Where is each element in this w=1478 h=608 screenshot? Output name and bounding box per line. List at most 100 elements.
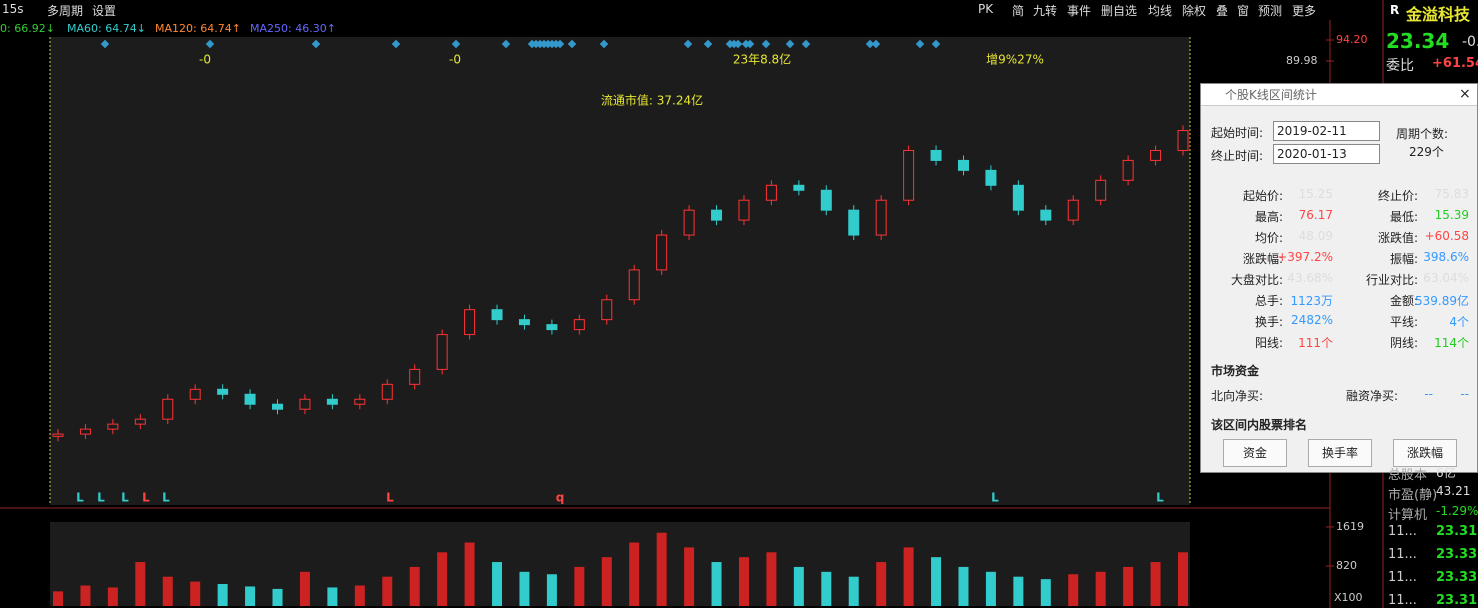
candle [1012,184,1024,211]
volume-bar [217,584,228,606]
candle [848,209,860,236]
change: -0. [1462,34,1478,50]
candle [79,428,91,435]
stat-value: 2482% [1291,313,1333,327]
stat-value: 15.25 [1298,187,1333,201]
stat-label: 阴线: [1389,336,1418,350]
volume-bar [107,587,118,606]
stat-value: 15.39 [1434,208,1469,222]
stat-value: 75.83 [1434,187,1469,201]
tool-button[interactable]: 叠 [1216,4,1229,18]
volume-bar [327,587,338,606]
volume-bar [80,585,91,606]
close-button[interactable]: × [1459,86,1471,102]
volume-bar [931,557,942,606]
y-tick-label: 94.20 [1336,33,1368,46]
volume-bar [958,566,969,606]
annotation: 23年8.8亿 [733,52,791,67]
tool-button[interactable]: 简 [1012,4,1025,18]
candle [601,299,613,321]
candle [711,209,723,221]
candle [491,309,503,321]
stat-label: 最高: [1254,210,1283,224]
candle [875,199,887,236]
ma-label: MA60: 64.74↓ [67,22,146,35]
candle [354,398,366,405]
rank-button[interactable]: 资金 [1223,439,1287,467]
signal-marker: L [97,491,105,505]
north-label: 北向净买: [1211,389,1264,403]
volume-bar [135,562,146,606]
stat-label: 起始价: [1242,189,1283,203]
end-date[interactable]: 2020-01-13 [1273,144,1380,164]
candle [272,403,284,410]
volume-bar [629,542,640,606]
tool-button[interactable]: 九转 [1033,4,1058,18]
event-icon [100,39,110,49]
stat-value: 43.68% [1287,271,1333,285]
volume-bar [821,571,832,606]
rank-button[interactable]: 涨跌幅 [1393,439,1457,467]
tick-price: 23.33 [1436,570,1478,585]
stat-label: 平线: [1389,315,1418,329]
candle [244,393,256,405]
tool-button[interactable]: 更多 [1292,4,1317,18]
tab[interactable]: 设置 [92,4,117,18]
stat-label: 大盘对比: [1230,273,1283,287]
stats-dialog: 个股K线区间统计 × 起始时间: 2019-02-11 终止时间: 2020-01-13 周… [1200,83,1478,473]
candle [107,423,119,430]
candle [683,209,695,236]
stock-name: 金溢科技 [1406,5,1471,24]
tool-button[interactable]: 删自选 [1101,4,1138,18]
tool-button[interactable]: 窗 [1237,4,1250,18]
volume-bar [272,588,283,606]
section-title: 该区间内股票排名 [1211,418,1308,432]
stat-label: 均价: [1254,231,1283,245]
count-value: 229个 [1409,145,1444,159]
margin-value: -- [1460,387,1469,401]
volume-bar [574,566,585,606]
volume-bar [766,552,777,606]
candle [162,398,174,420]
rank-button[interactable]: 换手率 [1308,439,1372,467]
volume-bar [409,566,420,606]
tool-button[interactable]: 除权 [1182,4,1207,18]
tick-price: 23.31 [1436,524,1478,539]
quote-value: 6亿 [1436,466,1456,480]
tick-price: 23.33 [1436,547,1478,562]
quote-value: -1.29% [1436,504,1478,518]
event-icon [451,39,461,49]
quote-label: 计算机 [1388,508,1428,523]
tick-time: 11... [1388,593,1417,608]
annotation: -0 [199,53,211,67]
candle [985,169,997,186]
volume-bar [656,532,667,606]
stat-label: 阳线: [1254,336,1283,350]
candle [134,418,146,425]
candle [1040,209,1052,221]
tool-button[interactable]: 事件 [1067,4,1092,18]
vol-tick-label: 1619 [1336,520,1364,533]
tool-button[interactable]: PK [978,2,994,16]
tab[interactable]: 多周期 [47,4,84,18]
tick-time: 11... [1388,570,1417,585]
start-date[interactable]: 2019-02-11 [1273,121,1380,141]
stock-code: R [1390,3,1400,17]
ma-label: MA120: 64.74↑ [155,22,241,35]
annotation: 增9%27% [986,53,1044,67]
candle [1122,159,1134,181]
stat-value: 63.04% [1423,271,1469,285]
annotation: -0 [449,53,461,67]
ma-label: MA250: 46.30↑ [250,22,336,35]
weibi-value: +61.54 [1432,56,1478,71]
tool-button[interactable]: 均线 [1148,4,1173,18]
stat-value: 398.6% [1423,250,1469,264]
price: 23.34 [1386,29,1450,53]
volume-bar [1095,571,1106,606]
plot-bg [50,37,1190,505]
stat-label: 涨跌幅: [1242,252,1283,266]
candle [820,189,832,211]
volume-bg [50,522,1190,606]
tool-button[interactable]: 预测 [1258,4,1283,18]
stat-value: 4个 [1449,315,1469,329]
